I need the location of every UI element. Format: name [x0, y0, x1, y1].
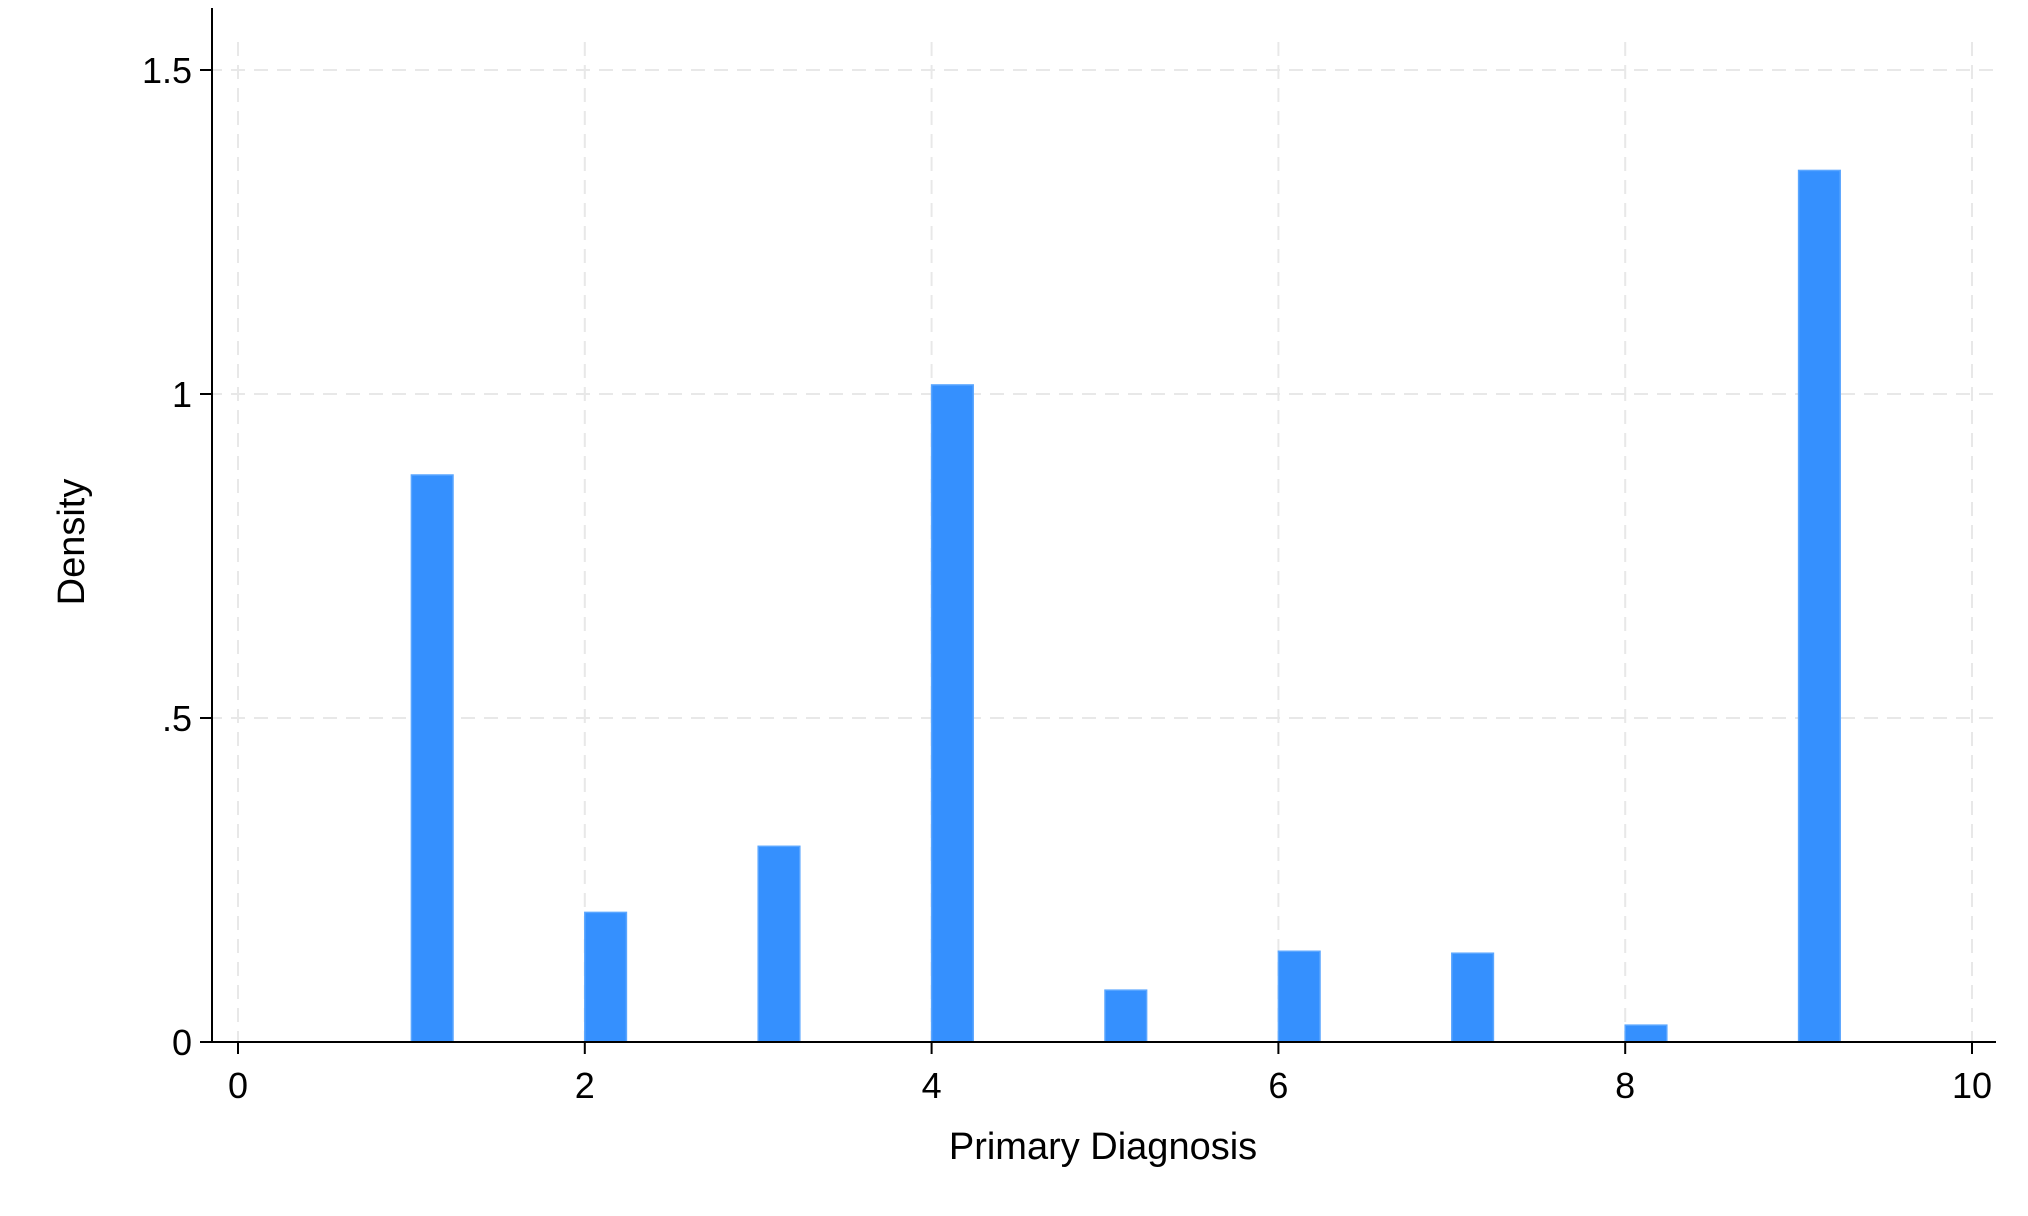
x-tick-label: 4 [922, 1065, 942, 1106]
y-tick-label: 1.5 [142, 50, 192, 91]
x-tick-label: 0 [228, 1065, 248, 1106]
histogram-bar [1624, 1024, 1668, 1043]
histogram-bar [930, 384, 974, 1043]
axes [200, 8, 1996, 1054]
x-tick-label: 10 [1952, 1065, 1992, 1106]
histogram-bar [584, 911, 628, 1043]
histogram-bar [1104, 989, 1148, 1043]
x-tick-label: 8 [1615, 1065, 1635, 1106]
histogram-bar [1451, 952, 1495, 1043]
x-axis-title: Primary Diagnosis [949, 1126, 1257, 1168]
tick-labels: 0 .5 1 1.5 0 2 4 6 8 10 [142, 50, 1992, 1106]
histogram-bar [1277, 950, 1321, 1043]
bars [410, 169, 1841, 1043]
x-tick-label: 2 [575, 1065, 595, 1106]
y-tick-label: 1 [172, 374, 192, 415]
x-tick-label: 6 [1268, 1065, 1288, 1106]
histogram-bar [1797, 169, 1841, 1043]
y-axis-title: Density [51, 479, 93, 606]
y-tick-label: .5 [162, 698, 192, 739]
histogram-bar [757, 845, 801, 1043]
histogram-bar [410, 474, 454, 1043]
y-tick-label: 0 [172, 1022, 192, 1063]
